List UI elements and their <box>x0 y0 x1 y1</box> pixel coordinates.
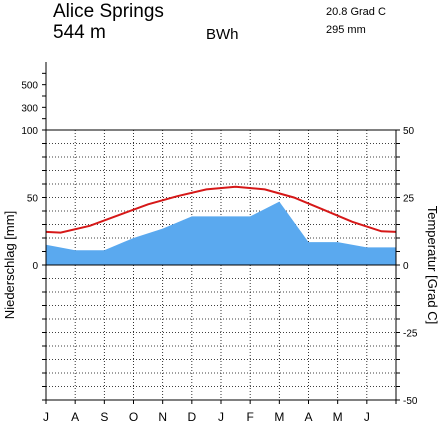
right-axis-label: Temperatur [Grad C] <box>425 206 438 325</box>
temperature-points <box>60 186 382 233</box>
month-label: J <box>43 410 49 424</box>
precipitation-area <box>46 201 396 265</box>
right-tick-label: 0 <box>403 261 409 272</box>
annual-precipitation: 295 mm <box>326 24 366 36</box>
month-label: N <box>158 410 167 424</box>
right-axis-ticks: 50 25 0 -25 -50 <box>396 126 418 407</box>
right-tick-label: 50 <box>403 126 415 137</box>
month-label: J <box>218 410 224 424</box>
left-tick-label: 100 <box>21 126 38 137</box>
right-tick-label: -50 <box>403 396 418 407</box>
month-label: J <box>364 410 370 424</box>
left-axis-label: Niederschlag [mm] <box>2 211 17 319</box>
month-label: S <box>100 410 108 424</box>
upper-tick-label: 300 <box>21 103 38 114</box>
month-label: O <box>129 410 138 424</box>
temperature-line <box>45 185 397 234</box>
left-tick-label: 0 <box>32 261 38 272</box>
annual-temperature: 20.8 Grad C <box>326 6 386 18</box>
right-tick-label: 25 <box>403 194 415 205</box>
station-elevation: 544 m <box>53 22 106 43</box>
month-label: M <box>274 410 284 424</box>
right-tick-label: -25 <box>403 329 418 340</box>
month-label: D <box>187 410 196 424</box>
station-name: Alice Springs <box>53 1 164 22</box>
upper-scale-ticks: 500 300 <box>21 72 46 120</box>
left-axis-ticks: 100 50 0 <box>21 126 46 401</box>
left-tick-label: 50 <box>27 194 39 205</box>
month-label: A <box>71 410 79 424</box>
climate-classification: BWh <box>206 26 239 43</box>
upper-tick-label: 500 <box>21 81 38 92</box>
month-label: F <box>246 410 253 424</box>
month-label: A <box>304 410 312 424</box>
month-label: M <box>333 410 343 424</box>
